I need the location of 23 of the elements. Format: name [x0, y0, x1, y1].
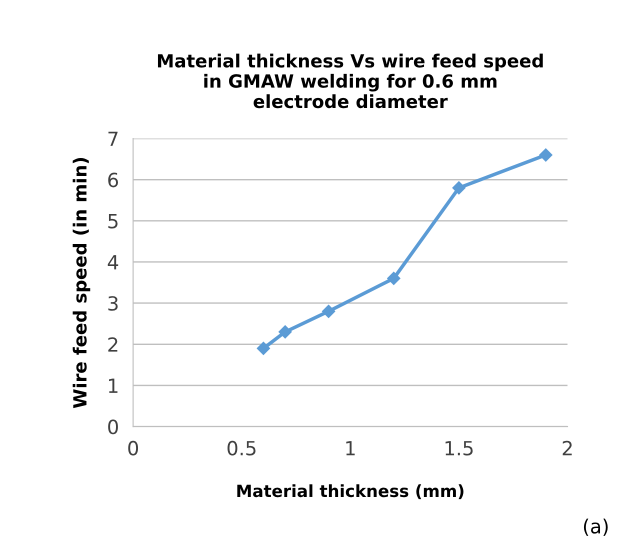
y-tick-label: 1	[109, 378, 118, 393]
y-tick-label: 6	[108, 172, 118, 188]
x-tick-label: 2	[562, 440, 572, 456]
point	[256, 342, 270, 355]
chart-title: Material thickness Vs wire feed speed in GMAW welding for 0.6 mm electrode diameter	[158, 54, 543, 108]
x-tick-label: 1	[346, 441, 355, 456]
y-tick-label: 2	[108, 337, 118, 352]
x-tick-label: 0.5	[228, 440, 256, 456]
y-tick-label: 3	[108, 296, 118, 311]
point	[278, 325, 292, 339]
x-tick-label: 0	[128, 440, 138, 456]
text: (a)	[584, 518, 608, 536]
x-tick-label: 1.5	[446, 441, 473, 456]
y-tick-label: 4	[108, 255, 118, 270]
y-tick-label: 7	[108, 132, 118, 146]
point	[387, 272, 400, 286]
x-axis-title: Material thickness (mm)	[237, 484, 464, 500]
point	[539, 148, 552, 162]
y-tick-label: 0	[108, 420, 118, 434]
point	[322, 304, 336, 318]
point	[452, 181, 466, 194]
y-axis-title: Wire feed speed (in min)	[72, 158, 90, 408]
y-tick-label: 5	[108, 214, 118, 228]
